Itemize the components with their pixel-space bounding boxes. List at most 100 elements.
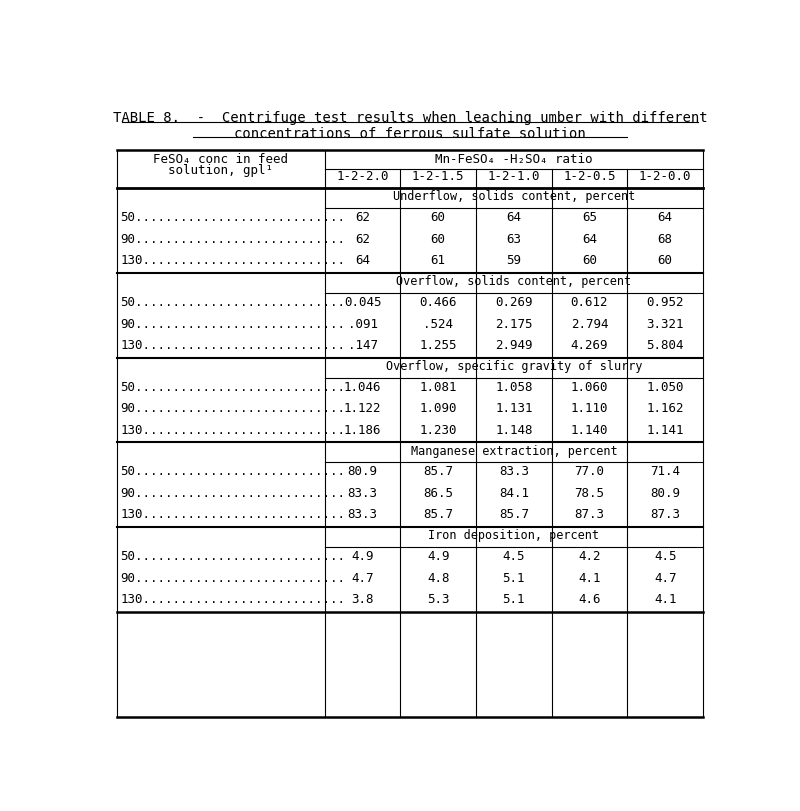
Text: 4.7: 4.7	[351, 572, 374, 585]
Text: 3.321: 3.321	[646, 318, 684, 331]
Text: 85.7: 85.7	[423, 508, 454, 521]
Text: 4.9: 4.9	[351, 550, 374, 563]
Text: 90............................: 90............................	[120, 233, 345, 246]
Text: 1.186: 1.186	[344, 424, 382, 437]
Text: concentrations of ferrous sulfate solution: concentrations of ferrous sulfate soluti…	[234, 127, 586, 140]
Text: 4.1: 4.1	[654, 593, 676, 606]
Text: TABLE 8.  -  Centrifuge test results when leaching umber with different: TABLE 8. - Centrifuge test results when …	[113, 111, 707, 125]
Text: 130...........................: 130...........................	[120, 424, 345, 437]
Text: 4.5: 4.5	[502, 550, 525, 563]
Text: 78.5: 78.5	[574, 487, 605, 500]
Text: 1-2-0.0: 1-2-0.0	[639, 170, 691, 183]
Text: 80.9: 80.9	[347, 466, 378, 478]
Text: 1.230: 1.230	[419, 424, 457, 437]
Text: Mn-FeSO₄ -H₂SO₄ ratio: Mn-FeSO₄ -H₂SO₄ ratio	[435, 152, 593, 165]
Text: 1-2-2.0: 1-2-2.0	[336, 170, 389, 183]
Text: 4.9: 4.9	[427, 550, 450, 563]
Text: 68: 68	[658, 233, 673, 246]
Text: 50............................: 50............................	[120, 466, 345, 478]
Text: 59: 59	[506, 255, 522, 268]
Text: 64: 64	[582, 233, 597, 246]
Text: 1.090: 1.090	[419, 402, 457, 415]
Text: 4.7: 4.7	[654, 572, 676, 585]
Text: 5.1: 5.1	[502, 593, 525, 606]
Text: 0.466: 0.466	[419, 296, 457, 309]
Text: 1.148: 1.148	[495, 424, 533, 437]
Text: 4.2: 4.2	[578, 550, 601, 563]
Text: 1.255: 1.255	[419, 339, 457, 352]
Text: Overflow, specific gravity of slurry: Overflow, specific gravity of slurry	[386, 360, 642, 373]
Text: 85.7: 85.7	[423, 466, 454, 478]
Text: Overflow, solids content, percent: Overflow, solids content, percent	[396, 275, 631, 288]
Text: 64: 64	[355, 255, 370, 268]
Text: 65: 65	[582, 212, 597, 225]
Text: 4.269: 4.269	[570, 339, 608, 352]
Text: 0.612: 0.612	[570, 296, 608, 309]
Text: 50............................: 50............................	[120, 296, 345, 309]
Text: 4.1: 4.1	[578, 572, 601, 585]
Text: FeSO₄ conc in feed: FeSO₄ conc in feed	[154, 152, 288, 165]
Text: solution, gpl¹: solution, gpl¹	[169, 164, 274, 177]
Text: 77.0: 77.0	[574, 466, 605, 478]
Text: 1-2-1.5: 1-2-1.5	[412, 170, 465, 183]
Text: 90............................: 90............................	[120, 318, 345, 331]
Text: 60: 60	[582, 255, 597, 268]
Text: 1.060: 1.060	[570, 380, 608, 393]
Text: 80.9: 80.9	[650, 487, 680, 500]
Text: 130...........................: 130...........................	[120, 255, 345, 268]
Text: 64: 64	[506, 212, 522, 225]
Text: 62: 62	[355, 233, 370, 246]
Text: 1.046: 1.046	[344, 380, 382, 393]
Text: 1.058: 1.058	[495, 380, 533, 393]
Text: 2.949: 2.949	[495, 339, 533, 352]
Text: 83.3: 83.3	[347, 487, 378, 500]
Text: 1.050: 1.050	[646, 380, 684, 393]
Text: 85.7: 85.7	[499, 508, 529, 521]
Text: 1.140: 1.140	[570, 424, 608, 437]
Text: Underflow, solids content, percent: Underflow, solids content, percent	[393, 191, 635, 204]
Text: 87.3: 87.3	[650, 508, 680, 521]
Text: 130...........................: 130...........................	[120, 508, 345, 521]
Text: 87.3: 87.3	[574, 508, 605, 521]
Text: 90............................: 90............................	[120, 402, 345, 415]
Text: 5.1: 5.1	[502, 572, 525, 585]
Text: 130...........................: 130...........................	[120, 339, 345, 352]
Text: 62: 62	[355, 212, 370, 225]
Text: 2.794: 2.794	[570, 318, 608, 331]
Text: 1-2-1.0: 1-2-1.0	[488, 170, 540, 183]
Text: 90............................: 90............................	[120, 572, 345, 585]
Text: 60: 60	[430, 212, 446, 225]
Text: 1.131: 1.131	[495, 402, 533, 415]
Text: 0.045: 0.045	[344, 296, 382, 309]
Text: 60: 60	[658, 255, 673, 268]
Text: 86.5: 86.5	[423, 487, 454, 500]
Text: 61: 61	[430, 255, 446, 268]
Text: 60: 60	[430, 233, 446, 246]
Text: 4.5: 4.5	[654, 550, 676, 563]
Text: 1.081: 1.081	[419, 380, 457, 393]
Text: .524: .524	[423, 318, 454, 331]
Text: 71.4: 71.4	[650, 466, 680, 478]
Text: 4.8: 4.8	[427, 572, 450, 585]
Text: 1.122: 1.122	[344, 402, 382, 415]
Text: 63: 63	[506, 233, 522, 246]
Text: 3.8: 3.8	[351, 593, 374, 606]
Text: 0.952: 0.952	[646, 296, 684, 309]
Text: 84.1: 84.1	[499, 487, 529, 500]
Text: 5.3: 5.3	[427, 593, 450, 606]
Text: 1.162: 1.162	[646, 402, 684, 415]
Text: 0.269: 0.269	[495, 296, 533, 309]
Text: 130...........................: 130...........................	[120, 593, 345, 606]
Text: 50............................: 50............................	[120, 380, 345, 393]
Text: Manganese extraction, percent: Manganese extraction, percent	[410, 444, 617, 457]
Text: 1.141: 1.141	[646, 424, 684, 437]
Text: 50............................: 50............................	[120, 212, 345, 225]
Text: Iron deposition, percent: Iron deposition, percent	[428, 530, 599, 543]
Text: 2.175: 2.175	[495, 318, 533, 331]
Text: 1-2-0.5: 1-2-0.5	[563, 170, 616, 183]
Text: 50............................: 50............................	[120, 550, 345, 563]
Text: .091: .091	[347, 318, 378, 331]
Text: .147: .147	[347, 339, 378, 352]
Text: 90............................: 90............................	[120, 487, 345, 500]
Text: 5.804: 5.804	[646, 339, 684, 352]
